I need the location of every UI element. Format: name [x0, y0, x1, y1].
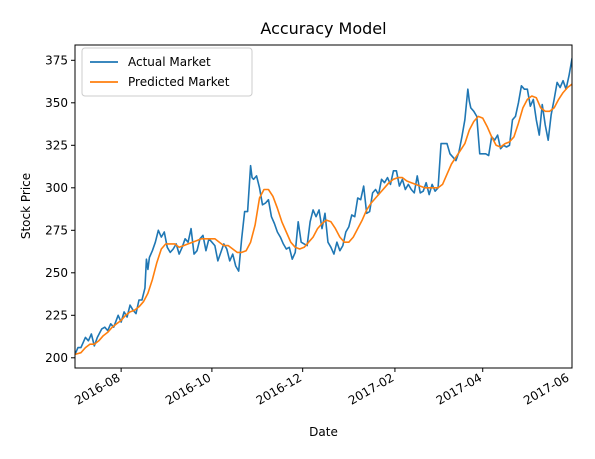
y-tick-label: 225: [45, 308, 68, 322]
y-tick-label: 375: [45, 53, 68, 67]
series-line-predicted-market: [75, 83, 572, 356]
series-line-actual-market: [75, 57, 572, 355]
y-tick-label: 325: [45, 138, 68, 152]
legend: Actual Market Predicted Market: [81, 47, 253, 97]
legend-box: [81, 47, 253, 97]
y-axis: 200 225 250 275 300 325 350 375: [45, 53, 75, 365]
legend-label-actual: Actual Market: [128, 55, 211, 69]
y-tick-label: 275: [45, 223, 68, 237]
y-tick-label: 300: [45, 181, 68, 195]
y-tick-label: 200: [45, 351, 68, 365]
y-tick-label: 350: [45, 96, 68, 110]
y-tick-label: 250: [45, 266, 68, 280]
axes-border: [74, 44, 573, 369]
plot-background: [75, 45, 572, 368]
chart-title: Accuracy Model: [260, 19, 386, 38]
y-axis-label: Stock Price: [19, 173, 33, 239]
axes-frame: [74, 44, 573, 369]
legend-label-predicted: Predicted Market: [128, 75, 230, 89]
plot-area: [75, 45, 572, 368]
x-axis-label: Date: [309, 425, 338, 439]
series-group: [75, 57, 572, 356]
